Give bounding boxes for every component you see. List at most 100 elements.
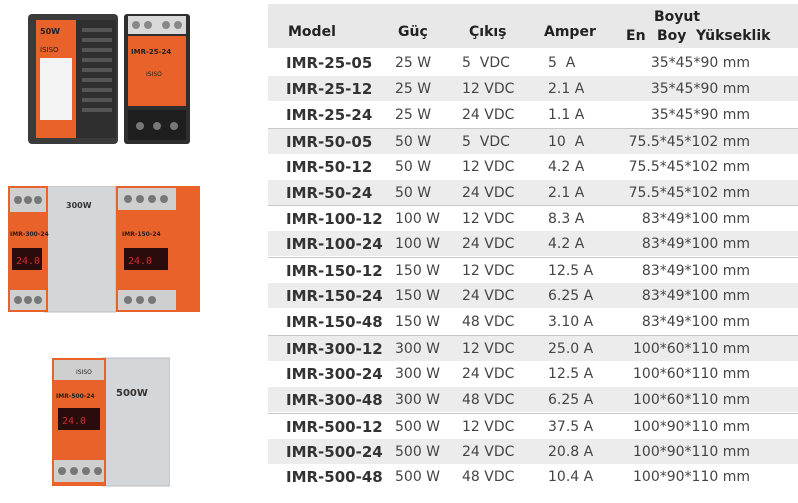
model-cell: IMR-300-48 [286,390,383,409]
dimensions-cell: 35*45*90 mm [650,106,750,123]
brand-text: ISISO [146,71,162,78]
current-cell: 25.0 A [548,340,594,357]
dimensions-cell: 100*90*110 mm [633,469,750,486]
power-cell: 25 W [395,55,432,71]
table-row: IMR-150-24 150 W 24 VDC 6.25 A 83*49*100 mm [268,283,798,309]
header-width: En [626,28,646,44]
dimensions-cell: 100*60*110 mm [633,340,750,357]
dimensions-cell: 75.5*45*102 mm [628,133,750,150]
power-cell: 50 W [395,184,432,201]
model-cell: IMR-25-24 [286,105,373,124]
model-cell: IMR-50-05 [286,132,373,151]
table-row: IMR-50-12 50 W 12 VDC 4.2 A 75.5*45*102 mm [268,154,798,179]
power-cell: 500 W [395,469,441,486]
dimensions-cell: 83*49*100 mm [641,263,750,280]
output-cell: 12 VDC [462,211,515,228]
power-cell: 500 W [395,443,441,460]
output-cell: 48 VDC [462,391,515,408]
model-cell: IMR-500-24 [286,442,383,461]
current-cell: 12.5 A [548,365,594,382]
model-cell: IMR-25-12 [286,79,373,98]
current-cell: 6.25 A [548,391,594,408]
dimensions-cell: 83*49*100 mm [641,288,750,305]
power-cell: 300 W [395,391,441,408]
current-cell: 6.25 A [548,288,594,305]
rating-text: 500W [116,388,148,399]
power-cell: 300 W [395,340,441,357]
output-cell: 12 VDC [462,158,515,175]
dimensions-cell: 35*45*90 mm [650,55,750,71]
table-row: IMR-150-12 150 W 12 VDC 12.5 A 83*49*100 mm [268,257,798,283]
power-cell: 150 W [395,288,441,305]
table-row: IMR-300-48 300 W 48 VDC 6.25 A 100*60*110 mm [268,386,798,412]
dimensions-cell: 75.5*45*102 mm [628,184,750,201]
table-row: IMR-500-12 500 W 12 VDC 37.5 A 100*90*110 mm [268,412,798,439]
power-cell: 25 W [395,106,432,123]
table-row: IMR-25-24 25 W 24 VDC 1.1 A 35*45*90 mm [268,102,798,127]
table-row: IMR-50-24 50 W 24 VDC 2.1 A 75.5*45*102 mm [268,179,798,205]
output-cell: 24 VDC [462,443,515,460]
dimensions-cell: 75.5*45*102 mm [628,158,750,175]
output-cell: 48 VDC [462,469,515,486]
brand-text: ISISO [40,46,59,54]
model-cell: IMR-150-24 [286,287,383,306]
power-cell: 25 W [395,80,432,97]
output-cell: 24 VDC [462,106,515,123]
power-cell: 50 W [395,158,432,175]
current-cell: 5 A [548,55,576,71]
power-cell: 100 W [395,236,441,253]
header-power: Güç [398,24,428,40]
model-cell: IMR-100-12 [286,210,383,229]
power-supply-photo-imr-25-24: IMR-25-24 ISISO [124,14,190,144]
output-cell: 24 VDC [462,184,515,201]
power-supply-photo-50w: 50W ISISO [28,14,118,144]
power-cell: 500 W [395,418,441,435]
current-cell: 2.1 A [548,184,585,201]
brand-text: ISISO [76,369,92,376]
dimensions-cell: 100*90*110 mm [633,418,750,435]
table-row: IMR-25-05 25 W 5 VDC 5 A 35*45*90 mm [268,50,798,75]
output-cell: 5 VDC [462,55,510,71]
output-cell: 12 VDC [462,340,515,357]
table-row: IMR-300-12 300 W 12 VDC 25.0 A 100*60*110 mm [268,334,798,361]
model-cell: IMR-150-12 [286,262,383,281]
output-cell: 12 VDC [462,80,515,97]
output-cell: 24 VDC [462,288,515,305]
table-row: IMR-150-48 150 W 48 VDC 3.10 A 83*49*100 mm [268,309,798,334]
current-cell: 12.5 A [548,263,594,280]
model-label-text: IMR-25-24 [131,48,171,56]
power-supply-photo-imr-300-24: 24.0 IMR-300-24 300W [8,186,116,313]
output-cell: 12 VDC [462,418,515,435]
model-label-text: IMR-150-24 [122,231,161,238]
table-row: IMR-500-48 500 W 48 VDC 10.4 A 100*90*110 mm [268,464,798,489]
dimensions-cell: 100*60*110 mm [633,391,750,408]
output-cell: 24 VDC [462,365,515,382]
model-cell: IMR-500-12 [286,417,383,436]
dimensions-cell: 83*49*100 mm [641,314,750,330]
current-cell: 4.2 A [548,158,585,175]
table-row: IMR-25-12 25 W 12 VDC 2.1 A 35*45*90 mm [268,75,798,101]
model-cell: IMR-50-24 [286,183,373,202]
output-cell: 48 VDC [462,314,515,330]
header-output: Çıkış [469,24,507,40]
current-cell: 1.1 A [548,106,585,123]
model-cell: IMR-300-12 [286,339,383,358]
header-height: Yükseklik [696,28,771,44]
dimensions-cell: 100*60*110 mm [633,365,750,382]
current-cell: 10 A [548,133,585,150]
current-cell: 37.5 A [548,418,594,435]
model-cell: IMR-25-05 [286,54,373,72]
current-cell: 20.8 A [548,443,594,460]
header-length: Boy [657,28,687,44]
output-cell: 5 VDC [462,133,510,150]
svg-text:24.0: 24.0 [16,256,40,267]
power-cell: 300 W [395,365,441,382]
current-cell: 10.4 A [548,469,594,486]
power-cell: 50 W [395,133,432,150]
rating-text: 300W [66,201,92,210]
model-cell: IMR-150-48 [286,313,383,331]
model-cell: IMR-100-24 [286,235,383,254]
product-spec-table: Model Güç Çıkış Amper Boyut En Boy Yükse… [268,0,798,503]
svg-text:24.0: 24.0 [128,256,152,267]
current-cell: 8.3 A [548,211,585,228]
